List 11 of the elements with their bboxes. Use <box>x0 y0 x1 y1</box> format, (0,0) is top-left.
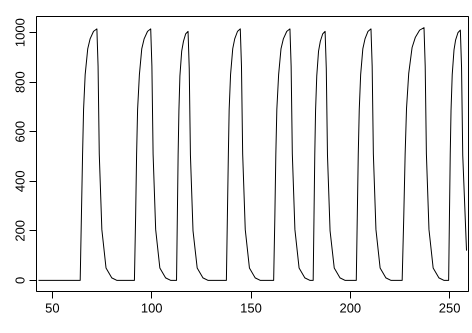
x-tick-label: 50 <box>45 300 60 316</box>
x-tick-label: 200 <box>339 300 362 316</box>
y-tick-label: 600 <box>12 120 28 143</box>
y-tick-label: 0 <box>12 276 28 284</box>
y-tick-label: 800 <box>12 71 28 93</box>
y-tick-label: 200 <box>12 220 28 242</box>
x-tick-label: 100 <box>140 300 163 316</box>
x-tick-label: 250 <box>438 300 460 316</box>
y-tick-label: 400 <box>12 170 28 192</box>
x-tick-label: 150 <box>240 300 262 316</box>
y-tick-label: 1000 <box>12 18 28 48</box>
